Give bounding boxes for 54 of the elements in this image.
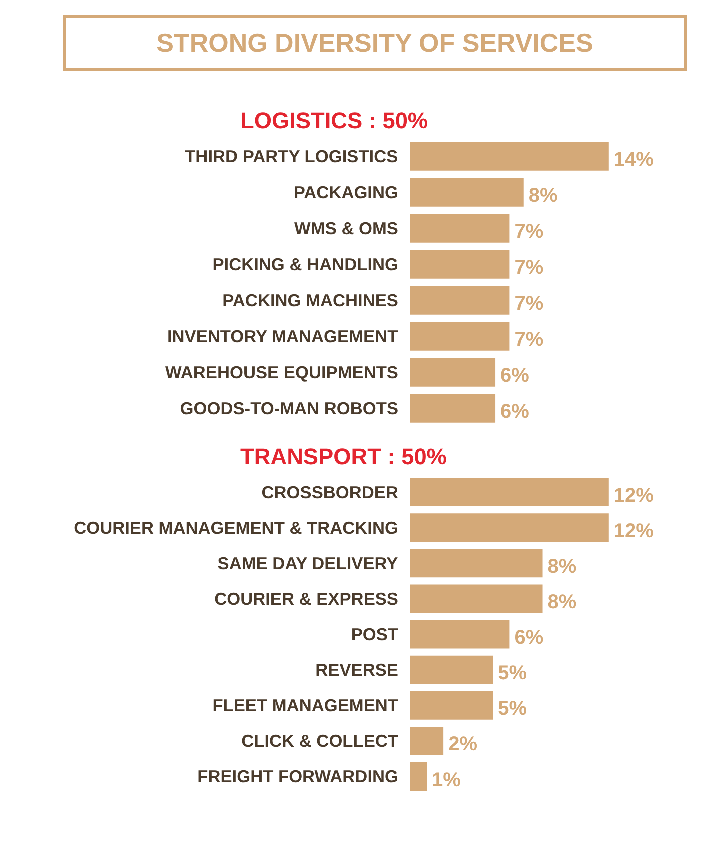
bar — [410, 549, 543, 578]
y-tick-label: INVENTORY MANAGEMENT — [167, 326, 399, 346]
bar — [410, 620, 510, 649]
y-tick-label: CLICK & COLLECT — [242, 731, 399, 752]
data-label: 7% — [514, 221, 544, 244]
data-label: 12% — [614, 520, 654, 542]
bar — [410, 478, 609, 506]
data-label: 8% — [528, 185, 558, 208]
y-tick-label: COURIER MANAGEMENT & TRACKING — [74, 518, 399, 538]
y-tick-label: THIRD PARTY LOGISTICS — [185, 146, 398, 166]
bar — [410, 214, 510, 243]
bar — [410, 656, 494, 684]
bar — [410, 358, 496, 387]
bar — [410, 322, 510, 351]
data-label: 7% — [514, 257, 544, 280]
data-label: 6% — [500, 401, 530, 424]
y-tick-label: PICKING & HANDLING — [212, 254, 398, 274]
y-tick-label: FREIGHT FORWARDING — [198, 766, 398, 787]
data-label: 5% — [498, 698, 528, 720]
bar — [410, 250, 510, 279]
y-tick-label: WAREHOUSE EQUIPMENTS — [166, 362, 399, 382]
data-label: 2% — [448, 734, 478, 756]
y-tick-label: FLEET MANAGEMENT — [212, 696, 399, 716]
y-tick-label: PACKAGING — [294, 182, 399, 202]
data-label: 5% — [498, 662, 528, 685]
chart-title: TRANSPORT : 50% — [240, 444, 447, 470]
chart-title: LOGISTICS : 50% — [240, 108, 428, 134]
bar — [410, 584, 543, 614]
data-label: 6% — [500, 365, 530, 388]
data-label: 14% — [614, 149, 654, 172]
y-tick-label: WMS & OMS — [294, 218, 399, 238]
text: STRONG DIVERSITY OF SERVICES — [63, 15, 687, 71]
bar — [410, 726, 444, 756]
bar — [410, 691, 494, 720]
data-label: 7% — [514, 329, 544, 352]
data-label: 7% — [514, 293, 544, 316]
y-tick-label: PACKING MACHINES — [222, 290, 399, 310]
bar — [410, 286, 510, 315]
y-tick-label: SAME DAY DELIVERY — [218, 553, 399, 574]
bar — [410, 762, 428, 791]
data-label: 1% — [432, 769, 462, 792]
y-tick-label: POST — [351, 624, 399, 644]
data-label: 12% — [614, 484, 654, 507]
y-tick-label: REVERSE — [316, 660, 399, 680]
bar — [410, 514, 609, 542]
bar — [410, 178, 524, 207]
data-label: 8% — [548, 592, 577, 614]
y-tick-label: CROSSBORDER — [262, 482, 399, 502]
y-tick-label: GOODS-TO-MAN ROBOTS — [180, 398, 398, 418]
y-tick-label: COURIER & EXPRESS — [214, 588, 399, 609]
data-label: 6% — [514, 627, 544, 650]
bar — [410, 142, 609, 171]
data-label: 8% — [548, 556, 577, 578]
bar — [410, 394, 496, 423]
